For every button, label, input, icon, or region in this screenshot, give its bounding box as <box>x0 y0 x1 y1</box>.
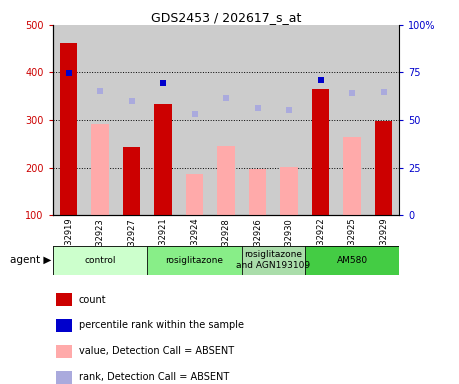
Bar <box>91 124 109 215</box>
FancyBboxPatch shape <box>242 246 305 275</box>
Bar <box>273 25 305 215</box>
Bar <box>368 25 399 215</box>
Bar <box>242 25 273 215</box>
Bar <box>56 371 72 384</box>
Bar <box>249 169 266 215</box>
Text: count: count <box>79 295 106 305</box>
Bar <box>179 25 210 215</box>
Bar <box>123 147 140 215</box>
Bar <box>336 25 368 215</box>
Text: rank, Detection Call = ABSENT: rank, Detection Call = ABSENT <box>79 372 229 382</box>
Text: value, Detection Call = ABSENT: value, Detection Call = ABSENT <box>79 346 234 356</box>
Text: percentile rank within the sample: percentile rank within the sample <box>79 320 244 331</box>
Bar <box>56 319 72 332</box>
Bar <box>210 25 242 215</box>
Bar <box>312 89 329 215</box>
Bar <box>375 121 392 215</box>
FancyBboxPatch shape <box>53 246 147 275</box>
Bar <box>218 146 235 215</box>
Text: agent ▶: agent ▶ <box>10 255 51 265</box>
Bar <box>116 25 147 215</box>
Bar <box>56 293 72 306</box>
Bar <box>305 25 336 215</box>
Bar <box>343 137 361 215</box>
Text: rosiglitazone: rosiglitazone <box>166 256 224 265</box>
Title: GDS2453 / 202617_s_at: GDS2453 / 202617_s_at <box>151 11 301 24</box>
Text: control: control <box>84 256 116 265</box>
Bar <box>147 25 179 215</box>
Text: rosiglitazone
and AGN193109: rosiglitazone and AGN193109 <box>236 250 310 270</box>
Text: AM580: AM580 <box>336 256 368 265</box>
Bar <box>84 25 116 215</box>
Bar <box>186 174 203 215</box>
Bar <box>280 167 298 215</box>
Bar <box>53 25 84 215</box>
FancyBboxPatch shape <box>147 246 242 275</box>
Bar <box>56 345 72 358</box>
FancyBboxPatch shape <box>305 246 399 275</box>
Bar <box>154 104 172 215</box>
Bar <box>60 43 77 215</box>
